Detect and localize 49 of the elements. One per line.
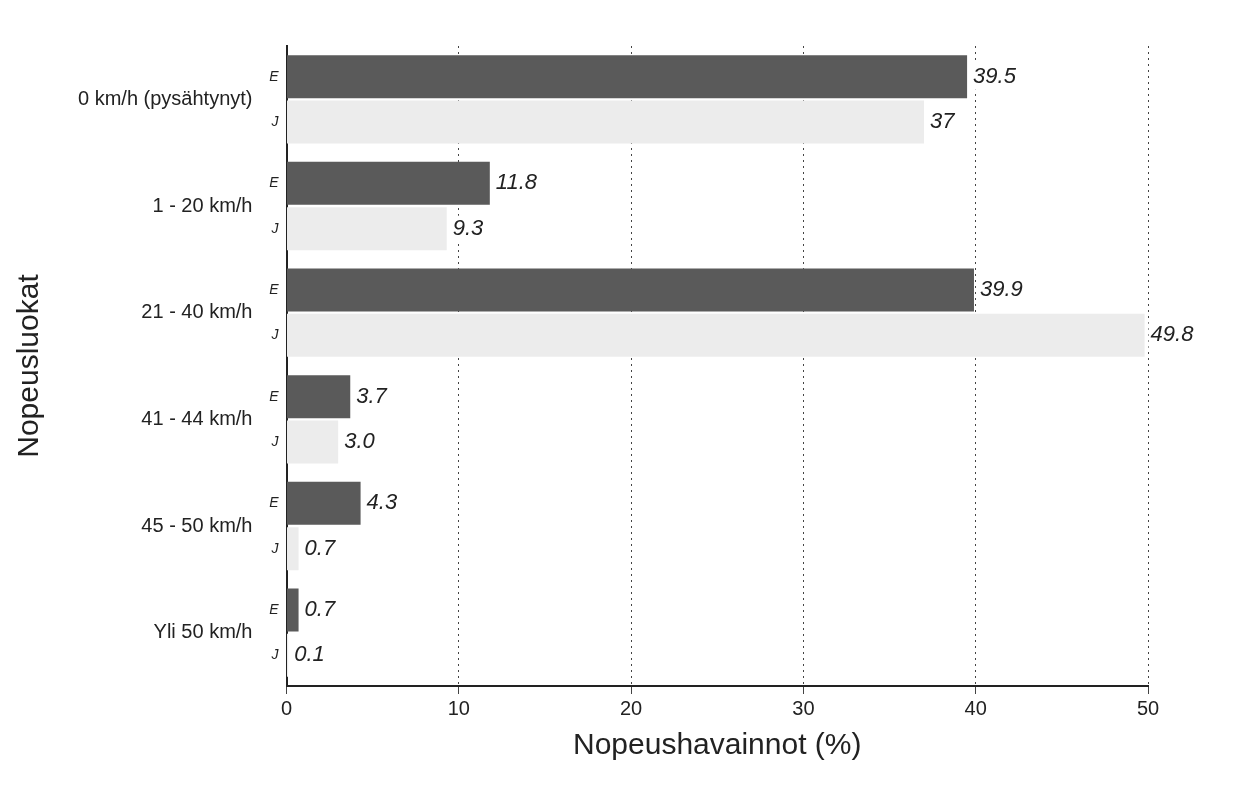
y-tick-label: 1 - 20 km/h xyxy=(152,193,253,216)
data-label: 9.3 xyxy=(452,214,485,240)
x-axis-title: Nopeushavainnot (%) xyxy=(572,727,862,761)
bar xyxy=(287,100,925,144)
x-tick-label: 30 xyxy=(792,696,815,719)
bar xyxy=(287,588,299,632)
data-label: 4.3 xyxy=(366,489,398,515)
y-tick-label: 45 - 50 km/h xyxy=(141,513,253,536)
data-label: 11.8 xyxy=(495,169,538,195)
bar xyxy=(287,481,361,525)
bar xyxy=(287,313,1145,357)
bar xyxy=(287,55,968,99)
text: J xyxy=(271,646,279,663)
data-label: 0.1 xyxy=(294,641,325,667)
bar xyxy=(287,527,299,571)
y-tick-label: 21 - 40 km/h xyxy=(141,300,253,323)
text: E xyxy=(269,280,279,297)
y-tick-label: 0 km/h (pysähtynyt) xyxy=(77,86,253,109)
text: J xyxy=(271,432,279,449)
series-label: J xyxy=(270,112,280,129)
bar xyxy=(287,420,339,464)
series-label: E xyxy=(269,67,280,84)
data-label: 0.7 xyxy=(304,596,336,622)
data-label: 0.7 xyxy=(304,534,336,560)
y-tick-label: 41 - 44 km/h xyxy=(141,406,253,429)
text: J xyxy=(271,539,279,556)
text: J xyxy=(271,219,279,236)
x-tick-label: 20 xyxy=(619,696,643,719)
y-tick-label: Yli 50 km/h xyxy=(153,620,253,643)
bar xyxy=(287,161,490,205)
x-tick-label: 10 xyxy=(447,696,470,719)
data-label: 3.7 xyxy=(356,382,388,408)
data-label: 39.5 xyxy=(973,62,1017,88)
bar xyxy=(287,207,447,251)
data-label: 49.8 xyxy=(1150,321,1195,347)
x-tick-label: 50 xyxy=(1136,696,1160,719)
text: E xyxy=(269,387,279,404)
y-axis-title: Nopeusluokat xyxy=(11,273,45,458)
text: E xyxy=(269,494,279,511)
x-tick-label: 40 xyxy=(964,696,987,719)
data-label: 3.0 xyxy=(344,428,376,454)
text: E xyxy=(269,600,279,617)
bar xyxy=(287,268,974,312)
data-label: 37 xyxy=(930,108,956,134)
x-tick-label: 0 xyxy=(280,696,293,719)
text: E xyxy=(269,174,279,191)
bar xyxy=(287,375,351,419)
text: J xyxy=(271,326,279,343)
data-label: 39.9 xyxy=(979,276,1023,302)
